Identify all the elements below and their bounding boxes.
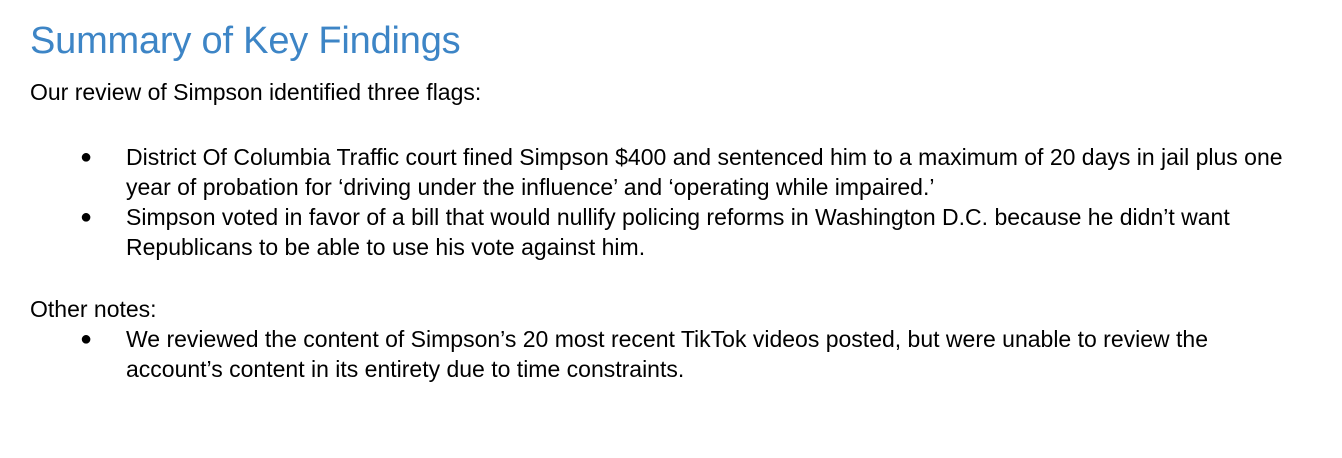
page-title: Summary of Key Findings: [30, 20, 461, 62]
bullet-icon: ●: [80, 146, 93, 168]
list-item: ● Simpson voted in favor of a bill that …: [30, 202, 1286, 262]
intro-text: Our review of Simpson identified three f…: [30, 79, 482, 105]
note-text: We reviewed the content of Simpson’s 20 …: [126, 326, 1209, 382]
list-item: ● We reviewed the content of Simpson’s 2…: [30, 324, 1286, 384]
flag-text: District Of Columbia Traffic court fined…: [126, 144, 1283, 200]
flags-list: ● District Of Columbia Traffic court fin…: [30, 142, 1342, 262]
list-item: ● District Of Columbia Traffic court fin…: [30, 142, 1286, 202]
bullet-icon: ●: [80, 206, 93, 228]
bullet-icon: ●: [80, 328, 93, 350]
other-notes-heading: Other notes:: [30, 296, 157, 322]
flag-text: Simpson voted in favor of a bill that wo…: [126, 204, 1230, 260]
other-notes-list: ● We reviewed the content of Simpson’s 2…: [30, 324, 1342, 384]
